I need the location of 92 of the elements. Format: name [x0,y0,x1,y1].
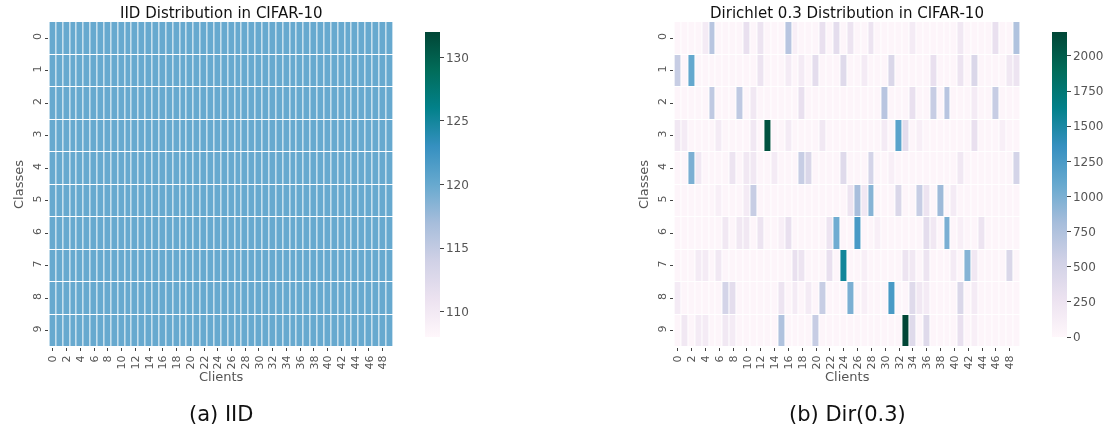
chart-title: Dirichlet 0.3 Distribution in CIFAR-10 [710,4,984,22]
color-bar-label: 1000 [1072,189,1104,204]
x-tick-label: 24 [211,355,225,370]
y-tick-label: 9 [656,325,670,333]
x-tick-label: 26 [225,355,239,370]
x-tick-label: 18 [170,355,184,370]
x-tick-label: 4 [73,355,87,363]
x-tick-label: 6 [87,355,101,363]
x-tick-label: 8 [101,355,115,363]
x-tick-label: 36 [920,355,934,370]
color-bar-label: 1500 [1072,119,1104,134]
x-tick-label: 26 [851,355,865,370]
x-tick-label: 22 [823,355,837,370]
x-tick-label: 32 [892,355,906,370]
x-tick-label: 30 [878,355,892,370]
x-tick-label: 20 [183,355,197,370]
x-tick-label: 42 [335,355,349,370]
x-tick-label: 14 [142,355,156,370]
x-tick-label: 24 [837,355,851,370]
y-tick-label: 3 [656,130,670,138]
x-tick-label: 30 [252,355,266,370]
color-bar-label: 130 [445,50,469,65]
y-tick-label: 6 [30,228,44,236]
y-tick-label: 7 [656,260,670,268]
color-bar-label: 750 [1072,224,1096,239]
y-tick-label: 1 [656,65,670,73]
color-bar-label: 120 [445,177,469,192]
color-bar-label: 1750 [1072,84,1104,99]
x-tick-label: 48 [1003,355,1017,370]
y-tick-label: 5 [30,195,44,203]
y-axis-title: Classes [635,159,651,209]
y-tick-label: 0 [656,33,670,41]
x-tick-label: 46 [989,355,1003,370]
x-tick-label: 10 [740,355,754,370]
color-bar-label: 0 [1072,330,1081,345]
y-tick-label: 4 [30,163,44,171]
x-tick-label: 36 [293,355,307,370]
chart-title: IID Distribution in CIFAR-10 [120,4,323,22]
x-axis-title: Clients [825,369,870,385]
x-tick-label: 40 [947,355,961,370]
color-bar-label: 110 [445,304,469,319]
text: (b) Dir(0.3) [789,402,906,426]
y-tick-label: 0 [30,33,44,41]
x-tick-label: 34 [906,355,920,370]
x-tick-label: 44 [975,355,989,370]
x-tick-label: 12 [754,355,768,370]
x-tick-label: 10 [115,355,129,370]
x-tick-label: 0 [671,355,685,363]
x-tick-label: 2 [685,355,699,363]
x-tick-label: 48 [376,355,390,370]
x-tick-label: 0 [46,355,60,363]
y-tick-label: 4 [656,163,670,171]
x-tick-label: 16 [782,355,796,370]
x-tick-label: 46 [362,355,376,370]
y-axis-title: Classes [10,159,26,209]
color-bar-label: 115 [445,241,469,256]
x-tick-label: 44 [348,355,362,370]
y-tick-label: 3 [30,130,44,138]
text: (a) IID [189,402,254,426]
x-tick-label: 8 [726,355,740,363]
x-tick-label: 42 [961,355,975,370]
x-tick-label: 4 [699,355,713,363]
x-tick-label: 38 [934,355,948,370]
y-tick-label: 7 [30,260,44,268]
x-tick-label: 16 [156,355,170,370]
y-tick-label: 8 [656,293,670,301]
x-tick-label: 40 [321,355,335,370]
x-tick-label: 28 [238,355,252,370]
x-axis-title: Clients [198,369,244,385]
y-tick-label: 2 [656,98,670,106]
x-tick-label: 14 [768,355,782,370]
y-tick-label: 6 [656,228,670,236]
color-bar-label: 500 [1072,259,1096,274]
y-tick-label: 1 [30,65,44,73]
x-tick-label: 34 [280,355,294,370]
x-tick-label: 2 [60,355,74,363]
x-tick-label: 32 [266,355,280,370]
color-bar-label: 250 [1072,295,1096,310]
color-bar-label: 125 [445,114,469,129]
y-tick-label: 5 [656,195,670,203]
x-tick-label: 20 [809,355,823,370]
x-tick-label: 12 [128,355,142,370]
x-tick-label: 22 [197,355,211,370]
x-tick-label: 6 [712,355,726,363]
x-tick-label: 28 [864,355,878,370]
color-bar-label: 2000 [1072,49,1104,64]
y-tick-label: 9 [30,325,44,333]
x-tick-label: 38 [307,355,321,370]
y-tick-label: 8 [30,293,44,301]
x-tick-label: 18 [795,355,809,370]
y-tick-label: 2 [30,98,44,106]
color-bar-label: 1250 [1072,154,1104,169]
